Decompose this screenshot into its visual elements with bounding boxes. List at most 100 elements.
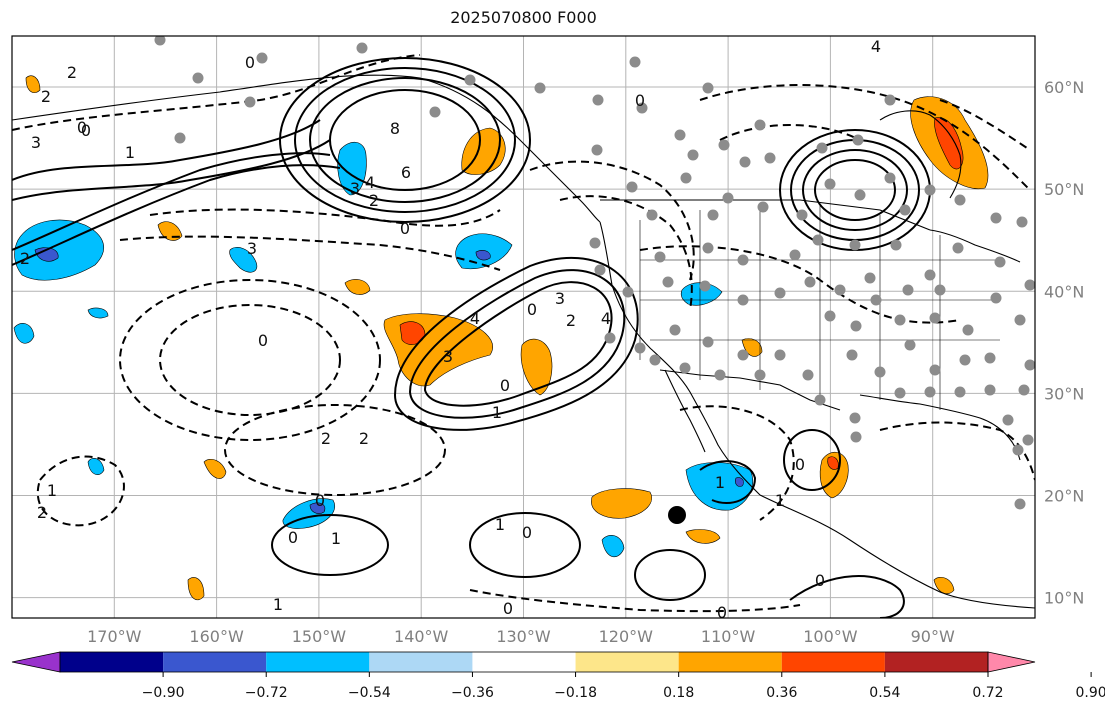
station-dot: [952, 242, 964, 254]
contour-label: 0: [245, 53, 255, 72]
colorbar-swatch: [472, 652, 576, 672]
dashed-contour-13: [679, 405, 795, 521]
contour-west-band-2: [12, 139, 331, 201]
contour-label: 1: [273, 595, 283, 614]
colorbar-tick-label: −0.18: [554, 685, 597, 701]
contour-label: 1: [331, 529, 341, 548]
station-dot: [894, 314, 906, 326]
colorbar-swatch: [678, 652, 782, 672]
shade-positive-small-1: [344, 279, 371, 295]
contour-gulf-alaska-2: [309, 77, 501, 203]
contour-label: 0: [77, 118, 87, 137]
contour-label: 1: [492, 403, 502, 422]
coast-great-lakes: [929, 229, 1021, 263]
shade-negative-hawaii-inner: [309, 502, 326, 514]
contour-label: 0: [500, 376, 510, 395]
station-dot: [870, 294, 882, 306]
station-dot: [804, 276, 816, 288]
station-dot: [1018, 384, 1030, 396]
contour-label: 2: [41, 87, 51, 106]
colorbar-tick-label: 0.18: [663, 685, 694, 701]
station-dot: [884, 172, 896, 184]
station-dot: [954, 386, 966, 398]
station-dot: [707, 209, 719, 221]
contour-west-band-1: [12, 119, 321, 181]
contour-label: 0: [315, 491, 325, 510]
colorbar-swatch: [884, 652, 988, 672]
station-dot: [1014, 314, 1026, 326]
contour-hudson-1: [814, 159, 896, 221]
station-dot: [812, 234, 824, 246]
station-dot: [874, 366, 886, 378]
station-dot: [850, 431, 862, 443]
colorbar-tick-label: 0.54: [869, 685, 900, 701]
station-dot: [902, 284, 914, 296]
station-dot: [884, 94, 896, 106]
contour-label: 4: [601, 309, 611, 328]
station-dot: [687, 149, 699, 161]
station-dot: [802, 369, 814, 381]
dashed-contour-8: [529, 160, 695, 281]
contour-subtropic-1: [469, 512, 581, 578]
station-dot: [592, 94, 604, 106]
contour-central-1: [423, 281, 613, 407]
shade-negative-small-3: [13, 323, 35, 344]
colorbar-extend-min: [11, 651, 61, 673]
station-dot: [634, 342, 646, 354]
colorbar-swatch: [575, 652, 679, 672]
dashed-contour-16: [879, 421, 1035, 481]
station-dot: [890, 239, 902, 251]
colorbar-frame: [59, 651, 989, 673]
contour-label: 0: [795, 455, 805, 474]
colorbar-swatch: [266, 652, 370, 672]
shade-negative-small-5: [87, 307, 109, 319]
contour-gulf-alaska-4: [279, 57, 531, 223]
station-dot: [174, 132, 186, 144]
contour-central-3: [393, 256, 639, 431]
shade-negative-small-4: [229, 247, 258, 273]
station-dot: [990, 212, 1002, 224]
shade-positive-small-6: [187, 577, 205, 601]
station-dot: [464, 74, 476, 86]
contour-label: 4: [470, 309, 480, 328]
dashed-contours: [12, 54, 1035, 613]
station-dot: [702, 82, 714, 94]
lon-label: 110°W: [701, 627, 756, 646]
map-frame: [11, 35, 1036, 619]
colorbar-tick-label: −0.90: [142, 685, 185, 701]
station-dot: [954, 194, 966, 206]
contour-west-band-4: [12, 164, 341, 266]
location-marker: [668, 506, 686, 524]
station-dot: [591, 144, 603, 156]
station-dot: [702, 242, 714, 254]
station-dot: [429, 106, 441, 118]
contour-label: 0: [503, 599, 513, 618]
contour-label: 0: [258, 331, 268, 350]
shade-positive-small-2: [157, 221, 183, 241]
station-dot: [774, 287, 786, 299]
station-dot: [850, 320, 862, 332]
shade-positive-subtropic: [591, 488, 652, 519]
contour-label: 4: [871, 37, 881, 56]
dashed-contour-9: [559, 195, 693, 311]
contour-label: 1: [125, 143, 135, 162]
colorbar: −0.90 −0.72 −0.54 −0.36 −0.18 0.18 0.36 0.54 0.7…: [11, 651, 1105, 701]
dashed-contour-12: [639, 245, 961, 324]
lat-label: 30°N: [1044, 384, 1084, 403]
station-dot: [154, 36, 166, 46]
coast-gulf: [859, 394, 1021, 461]
border-us-canada: [600, 199, 931, 231]
colorbar-swatch: [781, 652, 885, 672]
lon-label: 170°W: [87, 627, 142, 646]
contour-label: 1: [495, 515, 505, 534]
station-dot: [589, 237, 601, 249]
dashed-contour-3: [119, 235, 501, 271]
lon-label: 130°W: [496, 627, 551, 646]
shade-negative-mexico-inner: [735, 477, 744, 487]
colorbar-swatch: [163, 652, 267, 672]
contour-label: 0: [288, 528, 298, 547]
contour-south: [789, 575, 905, 618]
station-dot: [356, 42, 368, 54]
station-dot: [1014, 498, 1026, 510]
contour-label: 1: [47, 481, 57, 500]
